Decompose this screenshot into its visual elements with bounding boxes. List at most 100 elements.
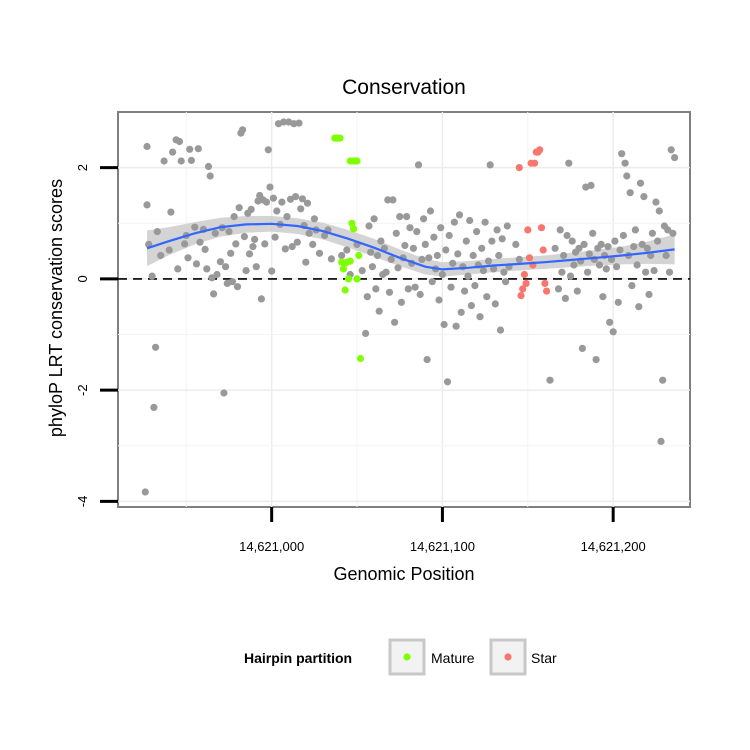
data-point-other [222, 263, 230, 271]
data-point-star [519, 285, 527, 293]
data-point-other [143, 142, 151, 151]
data-point-other [225, 228, 233, 236]
data-point-other [181, 240, 189, 248]
data-point-other [595, 261, 604, 269]
data-point-mature [344, 275, 353, 283]
data-point-other [416, 290, 424, 299]
data-point-other [433, 251, 441, 260]
legend-key-mature [388, 638, 426, 676]
data-point-other [447, 283, 455, 291]
data-point-other [216, 258, 224, 266]
data-point-other [372, 285, 380, 293]
data-point-other [242, 267, 250, 275]
data-point-star [539, 246, 547, 254]
data-point-other [201, 245, 209, 253]
data-point-other [396, 213, 404, 221]
data-point-mature [339, 265, 347, 273]
data-point-other [662, 251, 670, 260]
data-point-other [165, 246, 173, 254]
legend: Hairpin partition Mature Star [244, 638, 557, 676]
data-point-other [570, 261, 578, 269]
data-point-other [630, 243, 638, 251]
data-point-other [478, 244, 486, 252]
data-point-other [488, 237, 496, 245]
data-point-other [640, 193, 648, 201]
data-point-other [604, 243, 612, 251]
data-point-other [370, 215, 378, 223]
data-point-star [531, 159, 539, 167]
data-point-other [204, 162, 213, 171]
data-point-other [496, 326, 505, 334]
data-point-other [264, 146, 272, 154]
data-point-other [438, 270, 446, 279]
x-tick-label: 14,621,000 [239, 539, 304, 554]
data-point-other [377, 237, 385, 245]
data-point-other [268, 267, 276, 275]
data-point-other [563, 231, 571, 240]
data-point-other [671, 154, 679, 162]
data-point-other [252, 263, 260, 271]
data-point-other [495, 251, 503, 260]
data-point-other [177, 157, 185, 165]
data-point-other [187, 156, 195, 164]
data-point-other [619, 231, 628, 240]
data-point-other [611, 237, 619, 245]
legend-dot-mature [403, 653, 411, 661]
data-point-other [476, 313, 484, 321]
data-point-other [213, 270, 221, 279]
data-point-other [281, 245, 289, 253]
data-point-other [515, 255, 523, 263]
data-point-other [153, 228, 161, 236]
data-point-other [654, 237, 662, 245]
data-point-other [556, 226, 564, 234]
data-point-other [413, 228, 421, 236]
data-point-other [467, 302, 475, 310]
data-point-other [302, 258, 310, 266]
data-point-other [623, 172, 631, 180]
chart-title: Conservation [342, 76, 466, 99]
data-point-other [309, 240, 317, 248]
data-point-other [310, 215, 318, 223]
data-point-other [343, 246, 351, 254]
data-point-other [401, 241, 409, 250]
data-point-other [454, 250, 462, 258]
data-point-other [437, 224, 445, 232]
data-point-other [669, 229, 677, 237]
data-point-other [481, 218, 489, 226]
data-point-other [367, 248, 375, 256]
data-point-other [365, 222, 373, 230]
data-point-other [585, 250, 593, 258]
data-point-other [409, 244, 417, 252]
data-point-other [500, 268, 508, 276]
smooth-line-layer [146, 222, 675, 271]
data-point-other [232, 240, 240, 248]
data-point-other [631, 226, 640, 234]
data-point-other [382, 268, 390, 276]
data-point-star [517, 292, 525, 300]
data-point-other [462, 237, 470, 245]
data-point-other [648, 229, 657, 237]
data-point-other [461, 287, 469, 295]
data-point-other [613, 263, 621, 271]
data-point-other [568, 237, 576, 245]
data-point-other [280, 118, 288, 126]
data-point-other [587, 181, 595, 189]
data-point-other [498, 235, 506, 243]
data-point-other [546, 376, 554, 384]
data-point-other [194, 145, 202, 153]
data-point-other [455, 211, 464, 219]
data-point-other [175, 137, 184, 146]
data-point-other [192, 260, 201, 268]
data-point-other [584, 268, 592, 276]
data-point-other [561, 294, 570, 302]
data-point-other [167, 208, 175, 216]
data-point-other [592, 356, 600, 364]
data-point-other [266, 183, 274, 191]
data-point-other [483, 293, 491, 301]
data-point-other [191, 223, 199, 231]
y-tick-label: -2 [75, 384, 90, 396]
series-other [141, 118, 679, 496]
data-point-other [575, 244, 583, 252]
data-point-other [392, 229, 400, 237]
data-point-other [449, 259, 457, 267]
